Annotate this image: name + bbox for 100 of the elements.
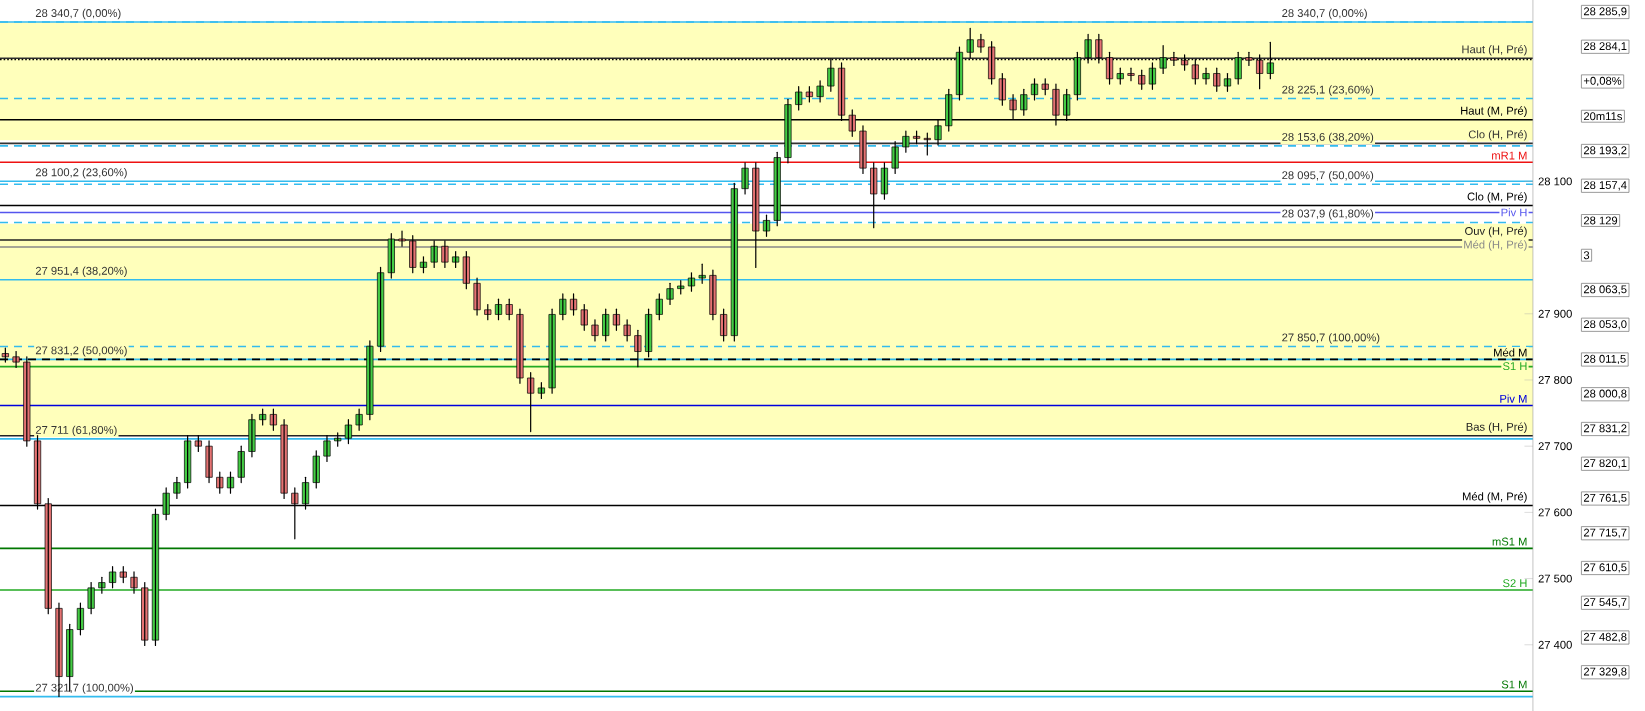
text: 27 482,8: [1583, 632, 1627, 643]
ref-line-label: Méd (H, Pré): [1464, 240, 1527, 251]
ref-line-label: 28 225,1 (23,60%): [1282, 85, 1374, 96]
candlestick: [398, 230, 406, 247]
candlestick: [805, 86, 813, 103]
y-tick-label: 27 600: [1538, 508, 1572, 517]
text: 27 715,7: [1583, 528, 1627, 538]
y-tick-label: 27 700: [1538, 442, 1572, 451]
ref-line-label: 27 951,4 (38,20%): [35, 266, 127, 277]
ref-line-label: Méd (M, Pré): [1462, 492, 1527, 503]
ref-line-label: 28 340,7 (0,00%): [1282, 8, 1367, 20]
ref-line-label: Haut (H, Pré): [1462, 44, 1527, 56]
candlestick: [269, 408, 277, 431]
candlestick: [334, 432, 342, 447]
text: 28 157,4: [1583, 181, 1627, 191]
text: 27 610,5: [1583, 563, 1627, 573]
text: 28 011,5: [1583, 354, 1626, 365]
text: 27 831,2: [1583, 424, 1627, 434]
candlestick: [141, 581, 149, 647]
candlestick: [612, 308, 620, 331]
candlestick: [623, 319, 631, 342]
candlestick: [698, 263, 706, 284]
candlestick: [795, 86, 803, 111]
candlestick: [226, 471, 235, 494]
candlestick: [559, 293, 567, 321]
text: +0,08%: [1583, 76, 1622, 87]
candlestick: [98, 576, 106, 594]
ref-line-label: 28 340,7 (0,00%): [35, 8, 121, 20]
ref-line-label: 28 100,2 (23,60%): [35, 168, 127, 179]
ref-line-label: Piv H: [1501, 208, 1527, 217]
ref-line-label: 28 095,7 (50,00%): [1282, 170, 1374, 182]
candlestick: [1030, 78, 1039, 101]
candlestick: [762, 214, 771, 237]
candlestick: [913, 130, 921, 145]
candlestick: [462, 250, 470, 290]
text: 28 000,8: [1583, 389, 1627, 399]
candlestick: [998, 72, 1006, 106]
candlestick: [323, 434, 331, 463]
y-tick-label: 28 100: [1538, 177, 1572, 186]
ref-line-label: 27 711 (61,80%): [35, 425, 117, 437]
candlestick: [580, 303, 588, 331]
text: 28 193,2: [1583, 146, 1627, 156]
ref-line-label: mS1 M: [1492, 537, 1527, 546]
candlestick: [602, 308, 610, 342]
candlestick: [216, 471, 224, 494]
candlestick: [1020, 88, 1028, 116]
text: 28 063,5: [1583, 285, 1627, 295]
candlestick: [666, 282, 674, 306]
candlestick: [430, 240, 438, 269]
ref-line-label: Ouv (H, Pré): [1465, 226, 1527, 238]
ref-line-label: Bas (H, Pré): [1466, 422, 1527, 433]
candlestick: [173, 476, 181, 500]
candlestick: [1213, 67, 1221, 92]
candlestick: [1223, 72, 1232, 92]
y-tick-label: 27 500: [1538, 574, 1572, 583]
candlestick: [966, 27, 974, 59]
ref-line-label: Haut (M, Pré): [1461, 106, 1527, 117]
text: 27 545,7: [1583, 598, 1627, 608]
candlestick: [409, 235, 417, 274]
y-tick-label: 27 400: [1538, 640, 1572, 649]
ref-line-label: S2 H: [1503, 579, 1527, 588]
ref-line-label: Clo (M, Pré): [1467, 192, 1527, 203]
ref-line-label: 28 153,6 (38,20%): [1282, 132, 1374, 144]
text: 28 285,9: [1583, 7, 1627, 17]
candlestick: [591, 319, 599, 342]
candlestick: [527, 372, 535, 433]
candlestick: [387, 233, 395, 279]
text: 20m11s: [1583, 112, 1623, 121]
ref-line-label: Méd M: [1494, 348, 1527, 357]
candlestick: [655, 293, 663, 321]
candlestick: [109, 566, 117, 589]
candlestick: [130, 571, 138, 594]
ref-line-label: S1 H: [1503, 362, 1527, 371]
y-tick-label: 27 800: [1538, 376, 1572, 384]
candlestick: [237, 445, 245, 484]
text: 27 820,1: [1583, 459, 1627, 469]
ref-line-label: S1 M: [1501, 680, 1527, 689]
ref-line-label: Clo (H, Pré): [1468, 130, 1527, 141]
y-tick-label: 27 900: [1538, 309, 1572, 318]
ref-line-label: 27 831,2 (50,00%): [35, 346, 127, 357]
candlestick: [816, 80, 824, 103]
ref-line-label: 28 037,9 (61,80%): [1282, 209, 1374, 220]
text: 3: [1583, 251, 1590, 260]
candlestick: [355, 408, 363, 431]
text: 28 284,1: [1583, 42, 1627, 52]
candlestick: [977, 33, 985, 53]
candlestick: [687, 272, 696, 292]
candlestick: [312, 450, 320, 489]
text: 27 329,8: [1583, 667, 1627, 677]
text: 28 053,0: [1583, 320, 1627, 330]
ref-line-label: Piv M: [1500, 394, 1527, 403]
ref-line-label: 27 850,7 (100,00%): [1282, 333, 1380, 344]
ref-line-label: mR1 M: [1492, 151, 1527, 160]
text: 28 129: [1583, 216, 1618, 225]
candlestick: [505, 298, 513, 321]
text: 27 761,5: [1583, 493, 1627, 504]
candlestick: [1138, 69, 1146, 90]
candlestick: [923, 132, 931, 156]
candlestick: [344, 419, 352, 445]
candlestick: [902, 130, 910, 153]
